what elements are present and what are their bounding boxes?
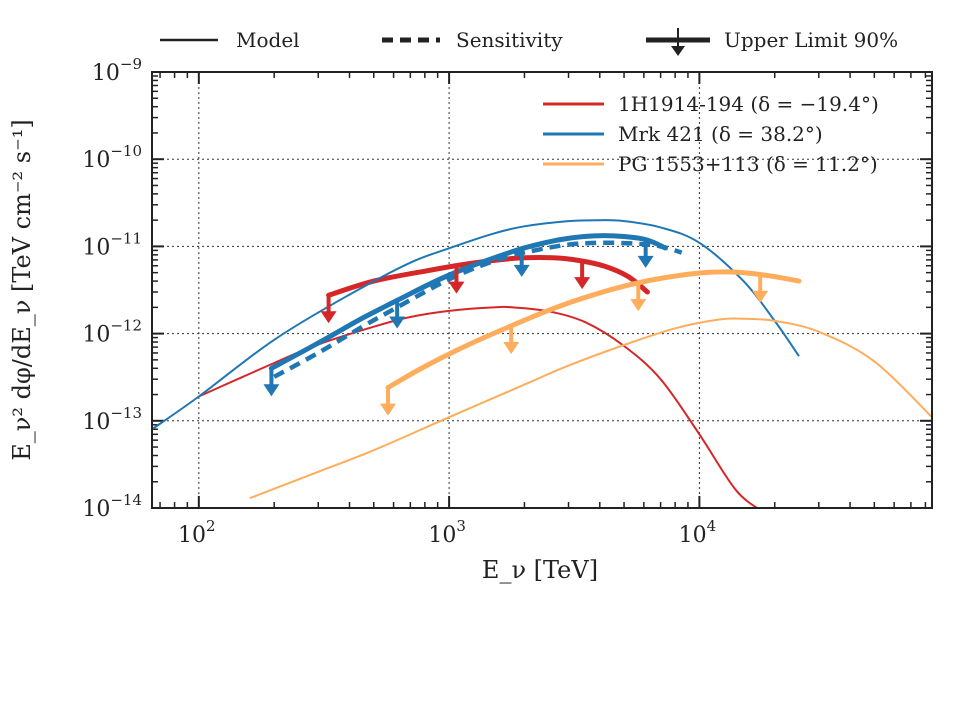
series-0-upper-limit-arrow-head (574, 277, 591, 290)
y-tick-exponent: −10 (110, 142, 142, 160)
x-tick-exponent: 2 (206, 517, 216, 535)
y-tick-base: 10 (82, 323, 110, 348)
y-tick-exponent: −14 (110, 491, 142, 509)
y-tick-exponent: −12 (110, 317, 142, 335)
series-2-model-line (249, 317, 932, 500)
y-tick-base: 10 (82, 235, 110, 260)
y-tick-label: 10−11 (82, 229, 142, 260)
y-tick-base: 10 (82, 410, 110, 435)
y-tick-label: 10−14 (82, 491, 142, 522)
x-tick-base: 10 (679, 523, 707, 548)
series-0-upper-limit-arrow-head (448, 281, 465, 294)
series-1-upper-limit-arrow-head (637, 255, 654, 268)
key-sensitivity-label: Sensitivity (456, 28, 563, 52)
plot-frame (151, 71, 933, 509)
x-tick-label: 104 (679, 517, 717, 548)
series-1-upper-limit-arrow-head (513, 264, 530, 277)
series-2-upper-limit-arrow-head (752, 290, 769, 303)
series-1-model-line (152, 219, 800, 431)
series-1-sensitivity-line (273, 240, 683, 379)
series-1-upper-limit-arrow-head (389, 316, 406, 329)
x-tick-base: 10 (428, 523, 456, 548)
y-tick-exponent: −9 (120, 55, 142, 73)
series-0-upper-limit-line (326, 255, 650, 298)
y-tick-label: 10−13 (82, 404, 142, 435)
x-tick-label: 102 (178, 517, 216, 548)
y-tick-exponent: −11 (110, 229, 142, 247)
x-tick-exponent: 3 (456, 517, 466, 535)
legend: 1H1914-194 (δ = −19.4°) Mrk 421 (δ = 38.2… (543, 92, 879, 176)
upper-limit-arrows (263, 239, 769, 416)
series-1-upper-limit-arrow-head (263, 384, 280, 397)
key-upper-limit-arrow-head (671, 46, 685, 56)
y-tick-base: 10 (92, 61, 120, 86)
x-tick-label: 103 (428, 517, 466, 548)
x-tick-base: 10 (178, 523, 206, 548)
legend-label-1: Mrk 421 (δ = 38.2°) (618, 122, 823, 146)
style-key: Model Sensitivity Upper Limit 90% (160, 28, 898, 56)
y-tick-label: 10−10 (82, 142, 142, 173)
legend-label-0: 1H1914-194 (δ = −19.4°) (618, 92, 879, 116)
series-0-upper-limit-arrow-head (320, 311, 337, 324)
series-2-upper-limit-arrow-head (380, 403, 397, 416)
key-model-label: Model (236, 28, 300, 52)
series-1-upper-limit-line (268, 233, 668, 371)
x-axis-label: E_ν [TeV] (482, 556, 598, 584)
y-tick-base: 10 (82, 148, 110, 173)
y-tick-base: 10 (82, 497, 110, 522)
series-2-upper-limit-arrow-head (503, 341, 520, 354)
y-tick-label: 10−9 (92, 55, 142, 86)
x-tick-exponent: 4 (707, 517, 717, 535)
key-upper-limit-label: Upper Limit 90% (724, 28, 898, 52)
y-tick-label: 10−12 (82, 317, 142, 348)
series-2-upper-limit-arrow-head (630, 299, 647, 312)
legend-label-2: PG 1553+113 (δ = 11.2°) (618, 152, 878, 176)
y-axis-label: E_ν² dφ/dE_ν [TeV cm⁻² s⁻¹] (8, 119, 36, 460)
series-2-upper-limit-line (385, 269, 802, 391)
plot-area (152, 219, 932, 508)
y-tick-exponent: −13 (110, 404, 142, 422)
